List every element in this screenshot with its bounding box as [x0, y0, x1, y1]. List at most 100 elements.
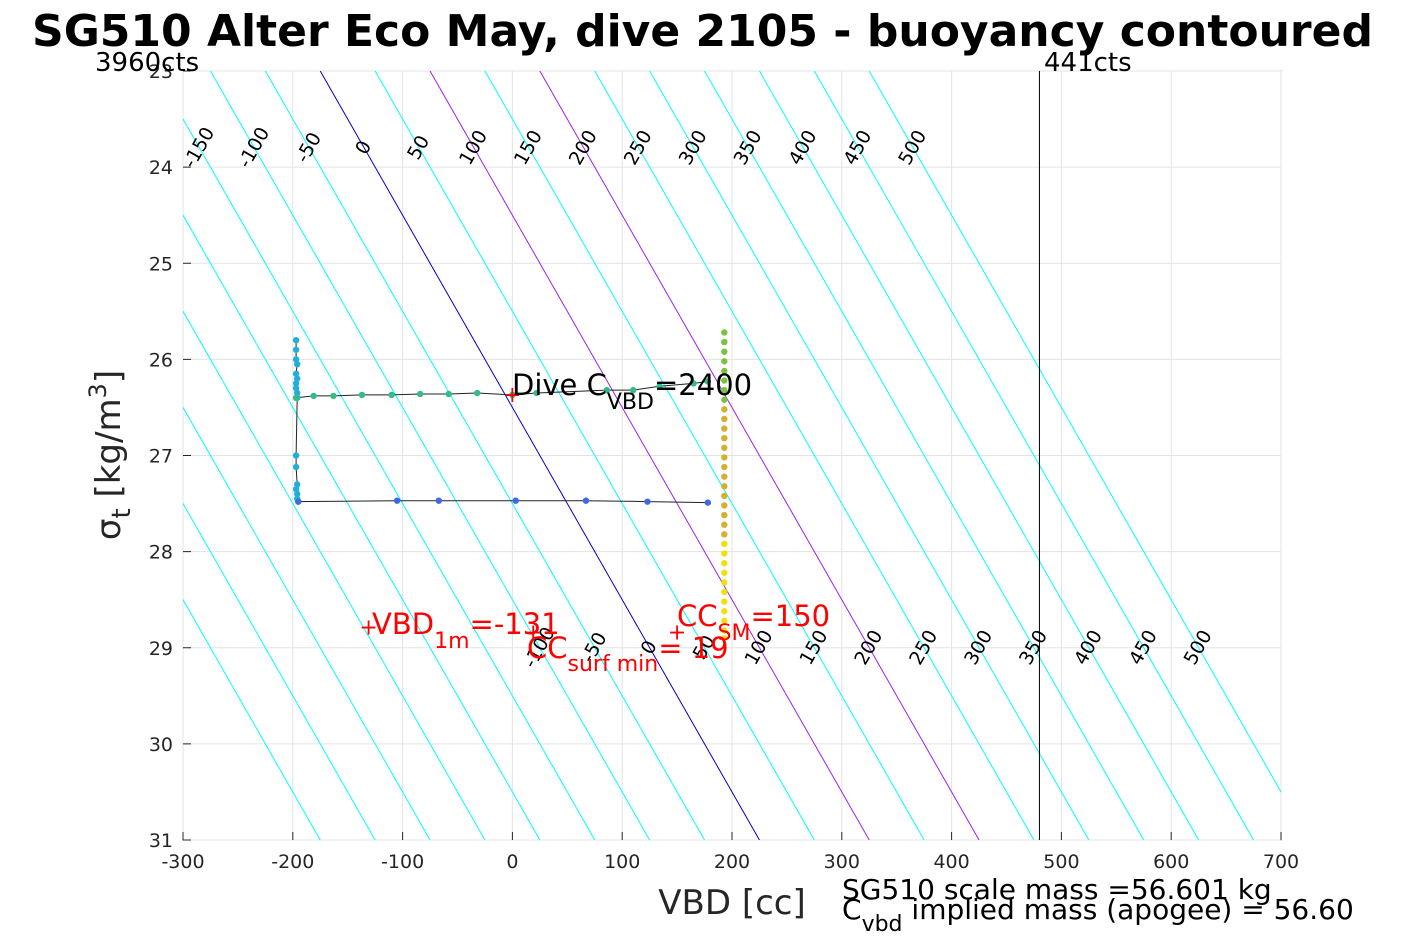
data-point	[721, 367, 728, 375]
axis-ticks: -300 -200 -100 0 100 200 300 400 500 600 700 23 24 25…	[149, 61, 1299, 873]
vbd-1m-main: VBD	[372, 607, 434, 641]
contour-line	[183, 598, 321, 840]
data-point	[721, 531, 728, 538]
data-point	[603, 386, 611, 394]
y-axis-label-symbol: σ	[89, 519, 129, 541]
dive-cvbd-sub: VBD	[607, 390, 654, 415]
data-point	[292, 336, 300, 344]
implied-mass-sub: vbd	[862, 912, 903, 937]
data-point	[721, 579, 728, 586]
data-point	[330, 392, 337, 400]
contour-line	[319, 71, 760, 840]
data-point	[445, 390, 452, 398]
x-tick-label: 400	[933, 851, 969, 873]
implied-mass-c: C	[842, 893, 862, 926]
cvbd-marker: +	[503, 383, 521, 408]
contour-line	[704, 71, 1145, 840]
data-point	[721, 598, 728, 605]
buoyancy-contours	[183, 71, 1281, 840]
x-tick-label: -300	[161, 851, 204, 873]
data-point	[292, 394, 300, 402]
contour-line	[183, 310, 486, 840]
contour-line	[868, 71, 1281, 793]
data-point	[721, 348, 728, 355]
y-tick-label: 28	[149, 542, 173, 564]
contour-line	[183, 502, 376, 840]
top-right-count-label: 441cts	[1044, 48, 1132, 78]
data-point	[435, 497, 443, 504]
data-point	[292, 370, 300, 377]
y-axis-label: σt [kg/m3]	[84, 370, 137, 540]
data-point	[721, 377, 728, 384]
vbd-1m-sub: 1m	[434, 629, 469, 654]
data-point	[292, 463, 300, 471]
contour-line	[183, 214, 541, 840]
ccsurf-marker: +	[524, 620, 542, 645]
data-point	[704, 378, 712, 385]
x-tick-label: -200	[271, 851, 314, 873]
cc-sm-value: =150	[750, 599, 830, 633]
data-point	[582, 497, 590, 504]
cc-surf-min-annotation: CCsurf min= 19	[527, 631, 729, 677]
data-point	[721, 559, 728, 567]
y-tick-label: 24	[149, 157, 173, 179]
dive-data-series	[292, 329, 728, 642]
top-left-count-label: 3960cts	[95, 48, 199, 78]
data-point	[721, 540, 728, 548]
contour-line	[813, 71, 1254, 840]
y-tick-label: 30	[149, 734, 173, 756]
data-point	[721, 521, 728, 528]
y-tick-label: 29	[149, 638, 173, 660]
ccsm-marker: +	[668, 620, 686, 645]
data-point	[721, 627, 728, 634]
grid	[182, 70, 1282, 841]
data-point	[721, 386, 728, 394]
data-point	[704, 499, 712, 506]
data-point	[292, 356, 300, 363]
cc-surf-min-value: = 19	[658, 631, 728, 665]
data-point	[644, 498, 651, 505]
data-point	[293, 375, 301, 382]
y-axis-label-superscript: 3	[84, 383, 112, 398]
y-axis-label-subscript: t	[107, 508, 137, 518]
contour-line	[649, 71, 1090, 840]
data-point	[721, 608, 728, 615]
data-point	[293, 360, 301, 368]
data-point	[721, 492, 728, 500]
x-tick-label: 100	[604, 851, 640, 873]
cc-surf-min-main: CC	[527, 631, 568, 665]
x-tick-label: 700	[1263, 851, 1299, 873]
cc-surf-min-sub: surf min	[568, 652, 659, 677]
data-point	[293, 389, 301, 397]
y-tick-label: 25	[149, 253, 173, 275]
y-tick-label: 31	[149, 830, 173, 852]
data-point	[310, 392, 317, 400]
cc-sm-annotation: CCSM=150	[677, 599, 830, 646]
data-point	[358, 391, 366, 399]
x-tick-label: 300	[824, 851, 860, 873]
data-point	[388, 391, 395, 399]
y-tick-label: 23	[149, 61, 173, 83]
data-point	[292, 385, 300, 392]
contour-line	[484, 71, 925, 840]
x-axis-label: VBD [cc]	[658, 883, 806, 923]
data-point	[721, 358, 728, 365]
data-point	[292, 485, 300, 493]
data-point	[512, 497, 519, 504]
implied-mass-rest: implied mass (apogee) = 56.60	[903, 893, 1354, 926]
contour-line	[183, 118, 596, 840]
data-point	[721, 550, 728, 557]
data-point	[721, 406, 728, 413]
data-point	[292, 346, 300, 353]
data-point	[292, 452, 300, 459]
vbd-1m-value: =-131	[470, 607, 560, 641]
markers: + + + +	[359, 383, 686, 645]
data-point	[293, 490, 301, 498]
chart-title: SG510 Alter Eco May, dive 2105 - buoyanc…	[32, 6, 1373, 57]
dive-cvbd-annotation: Dive CVBD=2400	[512, 368, 752, 415]
y-axis-label-unit: [kg/m	[89, 398, 129, 508]
data-point	[721, 473, 728, 480]
data-point	[474, 389, 481, 397]
data-point	[721, 425, 728, 432]
data-point	[721, 444, 728, 452]
